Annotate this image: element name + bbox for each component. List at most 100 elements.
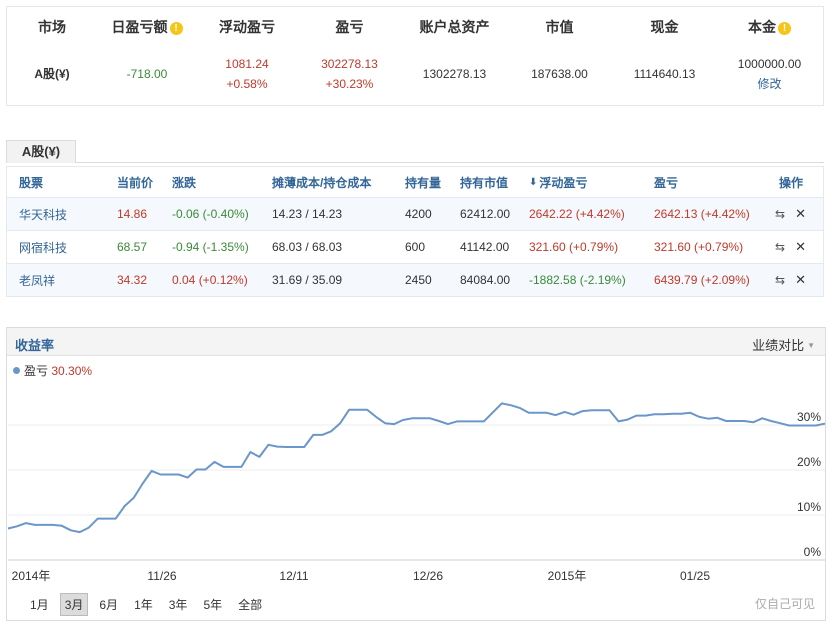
value-cell: 62412.00 bbox=[460, 207, 511, 221]
summary-floating-pl-pct: +0.58% bbox=[226, 77, 268, 91]
actions-cell: ⇆ ✕ bbox=[775, 198, 806, 230]
value-cell: 84084.00 bbox=[460, 273, 511, 287]
change-cell: 0.04 (+0.12%) bbox=[172, 273, 248, 287]
table-row: 老凤祥 34.32 0.04 (+0.12%) 31.69 / 35.09 24… bbox=[7, 263, 823, 296]
legend-value: 30.30% bbox=[51, 364, 93, 378]
change-cell: -0.94 (-1.35%) bbox=[172, 240, 249, 254]
pl-cell: 2642.13 (+4.42%) bbox=[654, 207, 750, 221]
close-icon[interactable]: ✕ bbox=[795, 206, 806, 221]
summary-header-total-assets: 账户总资产 bbox=[419, 19, 490, 35]
y-tick-label: 10% bbox=[797, 500, 821, 514]
info-icon[interactable]: ! bbox=[778, 22, 791, 35]
col-header-pl[interactable]: 盈亏 bbox=[654, 175, 679, 190]
range-selector: 1月 3月 6月 1年 3年 5年 全部 bbox=[25, 593, 273, 616]
col-header-change[interactable]: 涨跌 bbox=[172, 175, 197, 190]
summary-header-principal: 本金! bbox=[717, 17, 822, 37]
range-button[interactable]: 1年 bbox=[134, 598, 153, 612]
col-header-value[interactable]: 持有市值 bbox=[460, 175, 509, 190]
trade-icon[interactable]: ⇆ bbox=[775, 240, 786, 254]
x-tick-label: 2015年 bbox=[548, 569, 587, 583]
range-button[interactable]: 3月 bbox=[59, 593, 89, 616]
compare-dropdown[interactable]: 业绩对比 ▼ bbox=[752, 335, 815, 354]
summary-daily-pl-value: -718.00 bbox=[126, 67, 168, 81]
stock-link[interactable]: 老凤祥 bbox=[19, 273, 56, 288]
trade-icon[interactable]: ⇆ bbox=[775, 207, 786, 221]
x-tick-label: 11/26 bbox=[147, 569, 176, 583]
table-row: 网宿科技 68.57 -0.94 (-1.35%) 68.03 / 68.03 … bbox=[7, 230, 823, 263]
compare-label: 业绩对比 bbox=[752, 338, 805, 353]
summary-pl-value: 302278.13 bbox=[321, 57, 378, 71]
series-line-pl bbox=[7, 402, 825, 534]
col-header-floating-pl[interactable]: ⬇ 浮动盈亏 bbox=[529, 167, 587, 197]
close-icon[interactable]: ✕ bbox=[795, 272, 806, 287]
summary-header-cash: 现金 bbox=[650, 19, 679, 35]
pl-cell: 6439.79 (+2.09%) bbox=[654, 273, 750, 287]
summary-total-assets-value: 1302278.13 bbox=[422, 67, 487, 81]
summary-header-floating-pl: 浮动盈亏 bbox=[219, 19, 275, 35]
chart-header: 收益率 业绩对比 ▼ bbox=[7, 328, 825, 356]
cost-cell: 68.03 / 68.03 bbox=[272, 240, 343, 254]
y-tick-label: 20% bbox=[797, 455, 821, 469]
chart-title: 收益率 bbox=[15, 338, 55, 353]
summary-pl-pct: +30.23% bbox=[325, 77, 374, 91]
range-button[interactable]: 5年 bbox=[203, 598, 223, 612]
range-button[interactable]: 3年 bbox=[168, 598, 188, 612]
range-button[interactable]: 6月 bbox=[99, 598, 119, 612]
floating-pl-cell: 321.60 (+0.79%) bbox=[529, 240, 619, 254]
summary-principal-edit: 修改 bbox=[717, 75, 822, 94]
price-cell: 68.57 bbox=[117, 240, 148, 254]
trade-icon[interactable]: ⇆ bbox=[775, 273, 786, 287]
col-header-actions: 操作 bbox=[779, 175, 804, 190]
floating-pl-cell: -1882.58 (-2.19%) bbox=[529, 273, 626, 287]
legend-name: 盈亏 bbox=[24, 364, 49, 378]
legend-dot bbox=[13, 367, 20, 374]
table-row: 华天科技 14.86 -0.06 (-0.40%) 14.23 / 14.23 … bbox=[7, 197, 823, 230]
y-tick-label: 0% bbox=[804, 545, 822, 559]
tab-a-shares[interactable]: A股(¥) bbox=[6, 140, 76, 163]
qty-cell: 2450 bbox=[405, 273, 432, 287]
stock-link[interactable]: 网宿科技 bbox=[19, 240, 68, 255]
y-tick-label: 30% bbox=[797, 410, 821, 424]
returns-chart: 0% 10% 20% 30% 2014年 11/26 12/11 12/26 2015年 01/2… bbox=[7, 402, 825, 583]
summary-market-value-amount: 187638.00 bbox=[531, 67, 588, 81]
stock-link[interactable]: 华天科技 bbox=[19, 207, 68, 222]
holdings-header-row: 股票 当前价 涨跌 摊薄成本/持仓成本 持有量 持有市值 ⬇ 浮动盈亏 盈亏 操作 bbox=[7, 167, 823, 197]
col-header-stock[interactable]: 股票 bbox=[19, 175, 44, 190]
range-button[interactable]: 1月 bbox=[30, 598, 49, 612]
col-header-qty[interactable]: 持有量 bbox=[405, 175, 442, 190]
summary-cash-value: 1114640.13 bbox=[633, 67, 696, 81]
close-icon[interactable]: ✕ bbox=[795, 239, 806, 254]
holdings-tab-bar: A股(¥) bbox=[6, 140, 824, 163]
account-summary-panel: 市场 A股(¥) 日盈亏额! -718.00 浮动盈亏 1081.24 +0.5… bbox=[6, 6, 824, 106]
chevron-down-icon: ▼ bbox=[807, 341, 815, 350]
sort-down-icon: ⬇ bbox=[529, 176, 538, 188]
summary-floating-pl-value: 1081.24 bbox=[225, 57, 269, 71]
returns-chart-panel: 0% 10% 20% 30% 2014年 11/26 12/11 12/26 2015年 01/2… bbox=[6, 327, 826, 621]
price-cell: 34.32 bbox=[117, 273, 148, 287]
summary-header-pl: 盈亏 bbox=[335, 19, 364, 35]
col-header-cost[interactable]: 摊薄成本/持仓成本 bbox=[272, 175, 372, 190]
edit-principal-link[interactable]: 修改 bbox=[757, 77, 782, 91]
value-cell: 41142.00 bbox=[460, 240, 510, 254]
qty-cell: 600 bbox=[405, 240, 426, 254]
principal-label: 本金 bbox=[748, 19, 776, 35]
col-header-price[interactable]: 当前价 bbox=[117, 175, 154, 190]
floating-pl-header-label: 浮动盈亏 bbox=[539, 175, 588, 190]
summary-header-daily-pl: 日盈亏额! bbox=[97, 17, 197, 37]
summary-header-market: 市场 bbox=[38, 19, 66, 35]
x-tick-label: 12/11 bbox=[279, 569, 308, 583]
range-button[interactable]: 全部 bbox=[238, 598, 263, 612]
daily-pl-label: 日盈亏额 bbox=[111, 19, 168, 35]
holdings-table: 股票 当前价 涨跌 摊薄成本/持仓成本 持有量 持有市值 ⬇ 浮动盈亏 盈亏 操作… bbox=[6, 166, 824, 297]
info-icon[interactable]: ! bbox=[169, 22, 183, 35]
cost-cell: 14.23 / 14.23 bbox=[272, 207, 343, 221]
summary-market-value: A股(¥) bbox=[34, 67, 70, 81]
chart-legend: 盈亏 30.30% bbox=[13, 362, 92, 379]
price-cell: 14.86 bbox=[117, 207, 148, 221]
x-tick-label: 2014年 bbox=[12, 569, 51, 583]
x-tick-label: 01/25 bbox=[680, 569, 710, 583]
private-note: 仅自己可见 bbox=[754, 597, 815, 611]
pl-cell: 321.60 (+0.79%) bbox=[654, 240, 744, 254]
qty-cell: 4200 bbox=[405, 207, 432, 221]
cost-cell: 31.69 / 35.09 bbox=[272, 273, 343, 287]
